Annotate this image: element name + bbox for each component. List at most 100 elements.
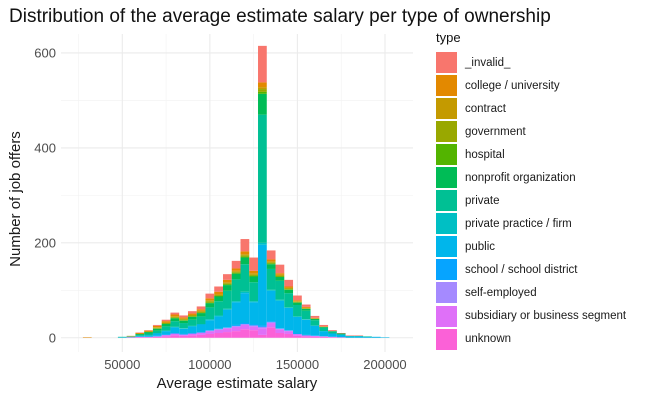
bar-segment (196, 323, 206, 325)
bar-segment (240, 323, 250, 324)
bar-segment (266, 263, 276, 265)
bar-segment (266, 323, 276, 328)
bar-segment (354, 335, 364, 337)
bar-segment (240, 291, 250, 294)
bar-segment (240, 324, 250, 330)
bar-segment (222, 284, 232, 286)
bar-segment (222, 290, 232, 309)
bar-segment (336, 334, 346, 338)
bar-segment (328, 336, 337, 338)
bar-segment (179, 317, 188, 319)
y-axis-title: Number of job offers (7, 131, 24, 267)
bar-segment (126, 337, 136, 338)
bar-segment (170, 312, 180, 315)
bar-segment (152, 333, 162, 336)
bar-segment (117, 337, 127, 338)
bar-segment (82, 337, 92, 338)
bar-segment (240, 264, 250, 292)
bar-segment (336, 337, 346, 338)
bar-segment (231, 324, 241, 326)
bar-segment (266, 327, 276, 338)
bar-segment (179, 315, 188, 318)
bar-segment (196, 310, 206, 312)
bar-segment (258, 45, 267, 83)
bar-segment (170, 318, 180, 322)
bar-segment (152, 327, 162, 329)
bar-segment (126, 336, 136, 337)
bar-segment (144, 336, 153, 338)
bar-segment (187, 333, 197, 336)
bar-segment (371, 336, 381, 338)
bar-segment (258, 91, 267, 94)
legend: type _invalid_ college / university contra… (436, 30, 626, 351)
bar-segment (214, 286, 223, 292)
bar-segment (152, 324, 162, 326)
bar-segment (170, 333, 180, 334)
bar-segment (196, 312, 206, 314)
bar-segment (293, 305, 302, 317)
bar-segment (170, 316, 180, 317)
legend-label: school / school district (465, 263, 578, 276)
bar-segment (284, 331, 294, 334)
bar-segment (161, 326, 171, 331)
bar-segment (135, 333, 145, 334)
bar-segment (249, 257, 259, 271)
bar-segment (301, 304, 311, 307)
legend-title: type (436, 30, 461, 45)
legend-key (436, 328, 457, 350)
bar-segment (266, 268, 276, 290)
bar-segment (170, 327, 180, 334)
bar-segment (179, 328, 188, 329)
bar-segment (205, 298, 215, 301)
x-tick-label: 100000 (188, 357, 231, 372)
bar-segment (152, 325, 162, 328)
legend-item: unknown (436, 328, 626, 351)
bar-segment (249, 282, 259, 302)
bar-segment (152, 336, 162, 337)
bar-segment (240, 251, 250, 255)
legend-items: _invalid_ college / university contract gov… (436, 51, 626, 351)
bar-segment (284, 288, 294, 290)
legend-label: hospital (465, 148, 505, 161)
bar-segment (328, 337, 337, 338)
bar-segment (196, 313, 206, 317)
bar-segment (258, 114, 267, 243)
bar-segment (328, 330, 337, 332)
bar-segment (275, 328, 285, 329)
legend-item: school / school district (436, 258, 626, 281)
bar-segment (222, 282, 232, 284)
bar-segment (284, 307, 294, 308)
bar-segment (231, 301, 241, 303)
bar-segment (293, 300, 302, 302)
tick-labels: 50000 100000 150000 200000 0 200 400 600 (34, 45, 406, 372)
bar-segment (152, 335, 162, 337)
bar-segment (231, 302, 241, 325)
legend-key (436, 98, 457, 120)
bar-segment (275, 277, 285, 281)
bar-segment (214, 295, 223, 297)
bar-segment (240, 254, 250, 256)
bar-segment (266, 262, 276, 264)
bar-segment (144, 330, 153, 332)
bar-segment (196, 311, 206, 313)
bar-segment (222, 332, 232, 338)
bar-segment (196, 309, 206, 311)
bars (82, 45, 390, 338)
bar-segment (170, 321, 180, 327)
bar-segment (266, 322, 276, 324)
bar-segment (222, 283, 232, 285)
bar-segment (258, 93, 267, 115)
bar-segment (187, 313, 197, 315)
bar-segment (231, 271, 241, 273)
bar-segment (293, 333, 302, 335)
bar-segment (249, 324, 259, 326)
bar-segment (214, 295, 223, 296)
bar-segment (380, 337, 390, 338)
bar-segment (275, 275, 285, 277)
bar-segment (266, 250, 276, 260)
bar-segment (266, 261, 276, 263)
bar-segment (135, 336, 145, 338)
bar-segment (152, 336, 162, 338)
bar-segment (135, 335, 145, 337)
bar-segment (301, 310, 311, 320)
